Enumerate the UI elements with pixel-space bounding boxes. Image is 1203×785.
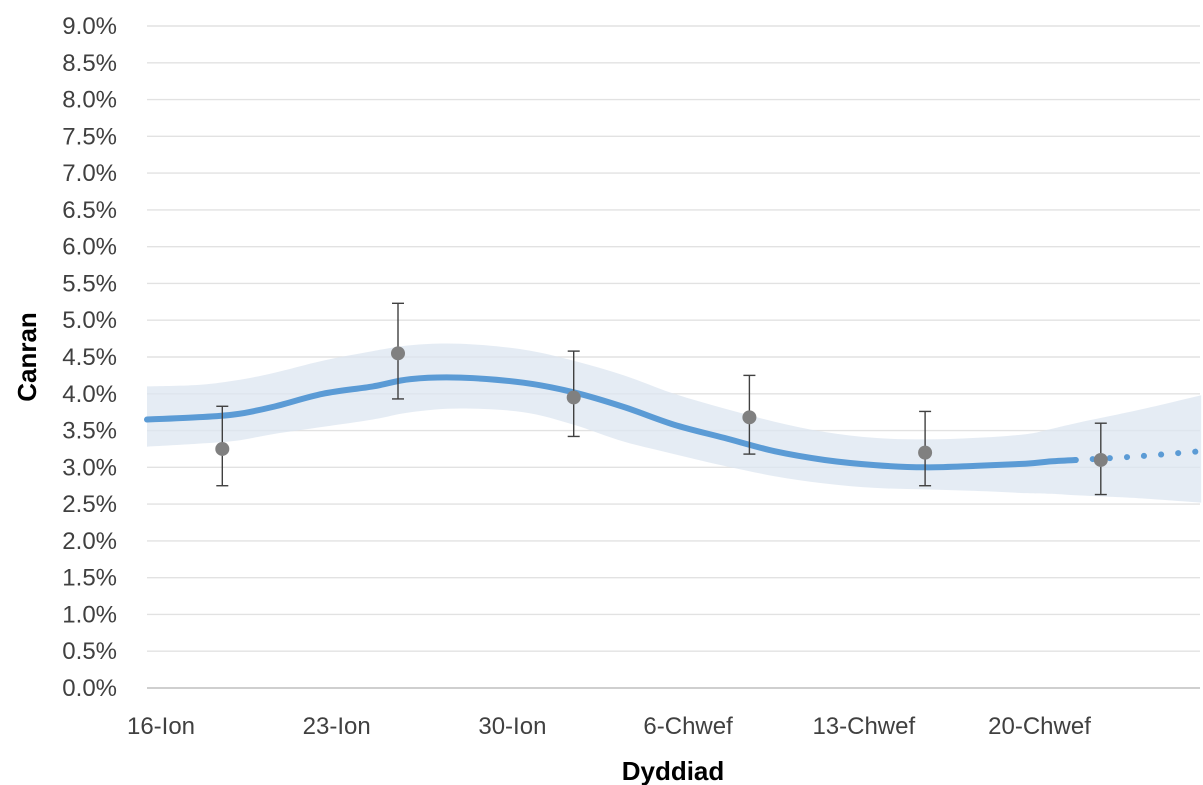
survey-point (918, 410, 933, 487)
survey-point-marker (215, 441, 230, 456)
trend-line-solid (144, 374, 1079, 471)
survey-point-marker (391, 346, 405, 361)
x-tick-label: 20-Chwef (988, 713, 1091, 740)
y-tick-label: 9.0% (62, 13, 117, 40)
y-tick-labels: 0.0% 0.5% 1.0% 1.5% 2.0% 2.5% 3.0% 3.5% 4.0% 4.5%… (62, 13, 117, 702)
survey-points (215, 302, 1108, 496)
y-tick-label: 5.0% (62, 307, 117, 334)
y-tick-label: 6.5% (62, 197, 117, 224)
y-tick-label: 1.5% (62, 565, 117, 592)
y-tick-label: 6.0% (62, 234, 117, 261)
y-tick-label: 4.5% (62, 344, 117, 371)
survey-point (391, 302, 405, 400)
y-tick-label: 0.0% (62, 675, 117, 702)
survey-point (566, 350, 581, 438)
y-tick-label: 8.0% (62, 87, 117, 114)
x-tick-label: 16-Ion (127, 713, 195, 740)
y-tick-label: 7.0% (62, 160, 117, 187)
y-tick-label: 8.5% (62, 50, 117, 77)
y-tick-label: 3.5% (62, 418, 117, 445)
y-axis-title: Canran (12, 312, 42, 402)
gridlines (147, 25, 1200, 652)
survey-point-marker (918, 445, 933, 460)
trend-line (144, 374, 1203, 471)
y-tick-label: 5.5% (62, 270, 117, 297)
y-tick-label: 2.5% (62, 491, 117, 518)
x-tick-label: 30-Ion (478, 713, 546, 740)
survey-point (1093, 422, 1108, 496)
x-tick-label: 6-Chwef (643, 713, 733, 740)
y-tick-label: 7.5% (62, 123, 117, 150)
y-tick-label: 0.5% (62, 638, 117, 665)
x-tick-label: 13-Chwef (812, 713, 915, 740)
y-tick-label: 4.0% (62, 381, 117, 408)
y-tick-label: 2.0% (62, 528, 117, 555)
y-tick-label: 3.0% (62, 454, 117, 481)
survey-point-marker (742, 410, 757, 425)
survey-point-marker (1093, 452, 1108, 467)
y-tick-label: 1.0% (62, 601, 117, 628)
survey-point (215, 405, 230, 487)
x-axis-title: Dyddiad (622, 756, 725, 785)
survey-point-marker (566, 390, 581, 405)
x-tick-label: 23-Ion (303, 713, 371, 740)
survey-point (742, 374, 757, 455)
x-tick-labels: 16-Ion 23-Ion 30-Ion 6-Chwef 13-Chwef 20-Chwe… (127, 713, 1091, 740)
